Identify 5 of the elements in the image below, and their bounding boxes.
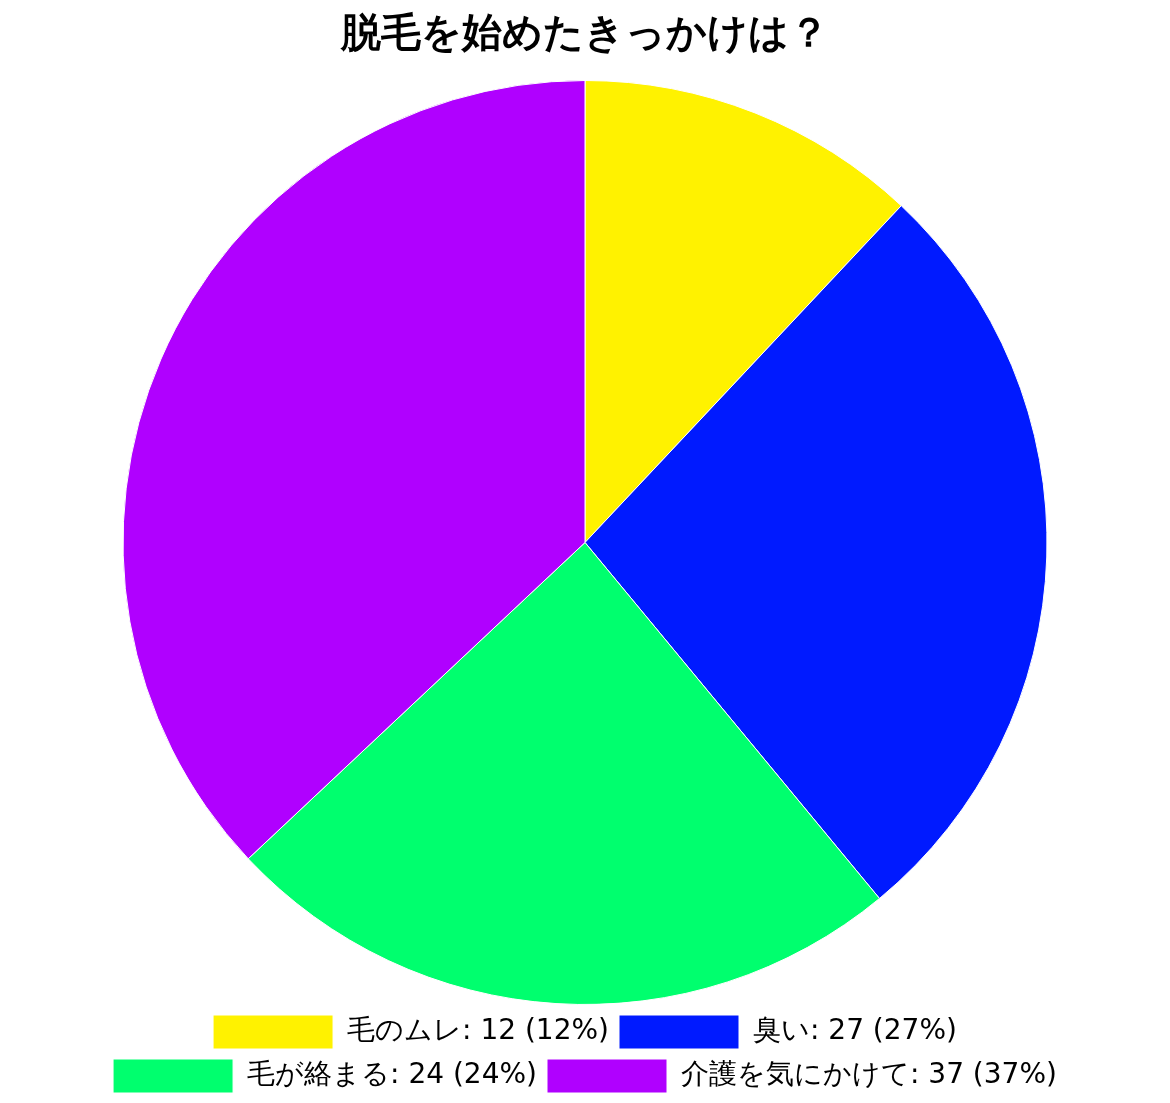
legend-label: 介護を気にかけて: 37 (37%) <box>681 1057 1057 1091</box>
legend-label: 臭い: 27 (27%) <box>753 1013 957 1047</box>
legend-label: 毛が絡まる: 24 (24%) <box>247 1057 538 1091</box>
legend-label: 毛のムレ: 12 (12%) <box>347 1013 610 1047</box>
chart-title: 脱毛を始めたきっかけは？ <box>340 9 829 56</box>
